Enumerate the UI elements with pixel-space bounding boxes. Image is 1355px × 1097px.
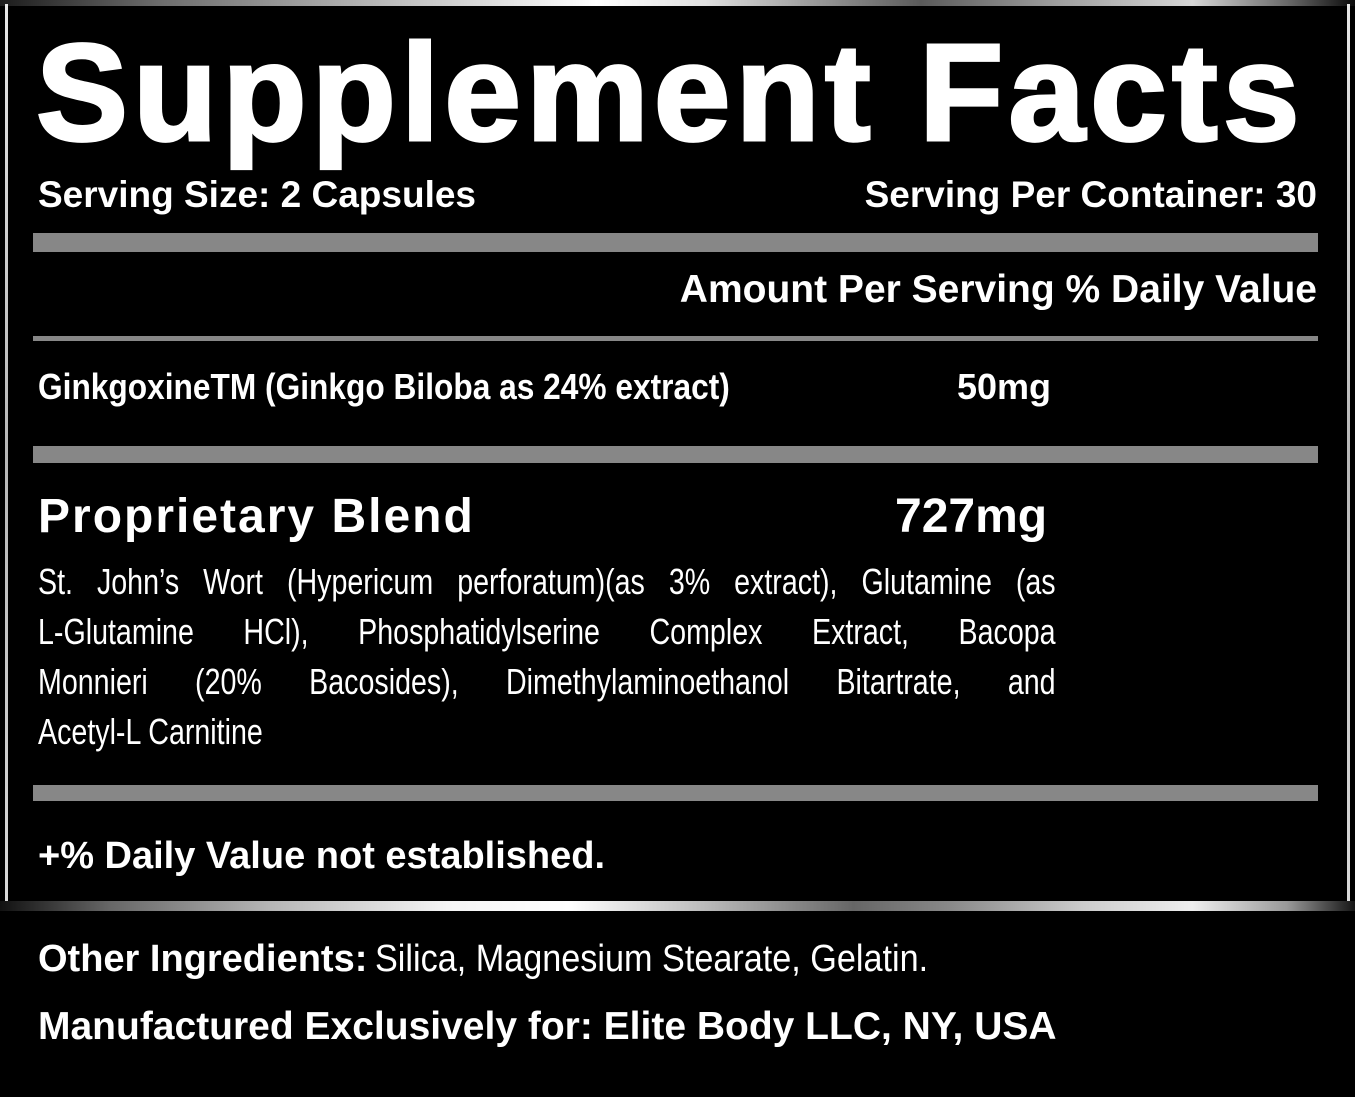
blend-description-line: St. John’s Wort (Hypericum perforatum)(a… bbox=[38, 561, 1056, 602]
other-ingredients-line: Other Ingredients: Silica, Magnesium Stea… bbox=[38, 938, 990, 981]
blend-name: Proprietary Blend bbox=[38, 490, 475, 543]
metallic-divider bbox=[0, 901, 1355, 911]
ingredient-amount: 50mg bbox=[957, 366, 1052, 407]
divider-bar-thick bbox=[33, 233, 1318, 252]
blend-amount: 727mg bbox=[895, 490, 1048, 543]
blend-description-line: Acetyl-L Carnitine bbox=[38, 711, 263, 752]
panel-right-border bbox=[1347, 4, 1350, 908]
divider-bar-thin bbox=[33, 336, 1318, 341]
manufacturer-line: Manufactured Exclusively for: Elite Body… bbox=[38, 1005, 1057, 1048]
serving-size-text: Serving Size: 2 Capsules bbox=[38, 174, 477, 215]
table-row-ginkgoxine: GinkgoxineTM (Ginkgo Biloba as 24% extra… bbox=[38, 366, 1317, 408]
page-title: Supplement Facts bbox=[35, 16, 1305, 170]
column-header: Amount Per Serving % Daily Value bbox=[679, 268, 1317, 311]
serving-info-row: Serving Size: 2 Capsules Serving Per Con… bbox=[38, 174, 1317, 216]
other-ingredients-value: Silica, Magnesium Stearate, Gelatin. bbox=[375, 938, 929, 980]
daily-value-footnote: +% Daily Value not established. bbox=[38, 835, 606, 877]
divider-bar-thick bbox=[33, 446, 1318, 463]
panel-left-border bbox=[5, 4, 8, 908]
blend-description-line: L-Glutamine HCl), Phosphatidylserine Com… bbox=[38, 611, 1056, 652]
metallic-top-edge bbox=[0, 0, 1355, 6]
ingredient-name: GinkgoxineTM (Ginkgo Biloba as 24% extra… bbox=[38, 366, 730, 407]
divider-bar-thick bbox=[33, 785, 1318, 801]
blend-description: St. John’s Wort (Hypericum perforatum)(a… bbox=[38, 557, 1056, 757]
other-ingredients-label: Other Ingredients: bbox=[38, 938, 368, 980]
blend-description-line: Monnieri (20% Bacosides), Dimethylaminoe… bbox=[38, 661, 1056, 702]
servings-per-container-text: Serving Per Container: 30 bbox=[864, 174, 1317, 215]
table-row-proprietary-blend: Proprietary Blend 727mg bbox=[38, 489, 1317, 544]
